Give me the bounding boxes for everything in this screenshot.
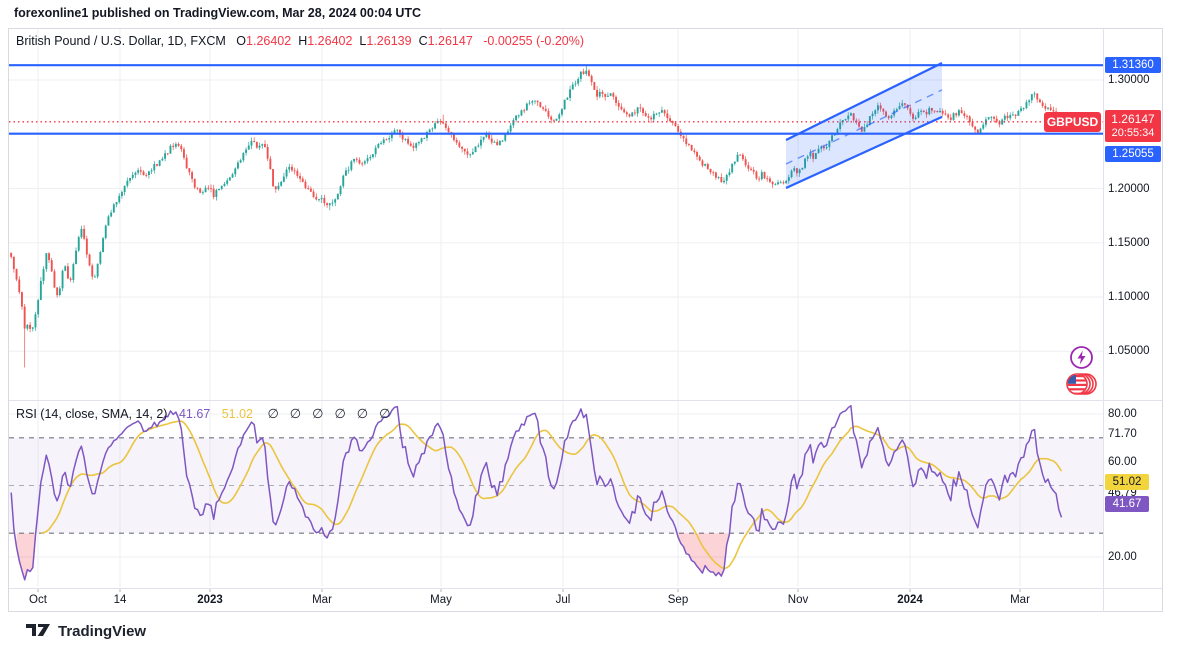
- disabled-plot-icon[interactable]: ∅: [312, 406, 324, 421]
- rsi-ma-value: 51.02: [221, 407, 253, 421]
- bar-countdown: 20:55:34: [1111, 127, 1155, 139]
- ohlc-letter: C: [418, 34, 428, 48]
- disabled-plot-icon[interactable]: ∅: [334, 406, 346, 421]
- rsi-value-badge: 41.67: [1105, 496, 1149, 513]
- time-axis-separator: [9, 588, 1162, 589]
- attribution-text: forexonline1 published on TradingView.co…: [14, 6, 422, 20]
- rsi-tick-label: 20.00: [1108, 551, 1137, 563]
- time-tick-label: 2023: [197, 594, 223, 606]
- symbol-title: British Pound / U.S. Dollar, 1D, FXCM: [16, 34, 226, 48]
- disabled-plot-icon[interactable]: ∅: [379, 406, 391, 421]
- rsi-tick-label: 80.00: [1108, 408, 1137, 420]
- ohlc-value: 1.26402: [307, 34, 353, 48]
- disabled-plot-icon[interactable]: ∅: [356, 406, 369, 421]
- price-tick-label: 1.05000: [1108, 345, 1150, 358]
- ohlc-letter: H: [298, 34, 308, 48]
- rsi-plots[interactable]: [10, 404, 1063, 581]
- time-tick-label: Nov: [787, 594, 809, 606]
- time-tick-label: Oct: [29, 594, 47, 606]
- time-tick-label: 2024: [897, 594, 923, 606]
- level-badge-125055: 1.25055: [1105, 146, 1161, 162]
- price-tick-label: 1.20000: [1108, 182, 1150, 195]
- rsi-value-badge: 51.02: [1105, 474, 1149, 491]
- chart-frame: [8, 28, 1163, 612]
- parallel-channel[interactable]: [785, 61, 943, 189]
- disabled-plot-icons: ∅ ∅ ∅ ∅ ∅ ∅: [256, 406, 391, 421]
- tradingview-logo-icon: [26, 624, 50, 636]
- ohlc-value: 1.26139: [366, 34, 412, 48]
- pane-separator[interactable]: [9, 400, 1162, 401]
- last-price-value: 1.26147: [1111, 112, 1155, 126]
- ohlc-value: 1.26147: [427, 34, 473, 48]
- time-tick-label: Mar: [1010, 594, 1030, 606]
- time-tick-label: 14: [113, 594, 127, 606]
- rsi-title: RSI (14, close, SMA, 14, 2): [16, 407, 168, 421]
- time-tick-label: Jul: [555, 594, 571, 606]
- symbol-price-label: GBPUSD: [1044, 112, 1101, 132]
- price-tick-label: 1.10000: [1108, 291, 1150, 303]
- level-badge-13136: 1.31360: [1105, 57, 1161, 73]
- rsi-tick-label: 46.79: [1108, 487, 1137, 500]
- disabled-plot-icon[interactable]: ∅: [267, 406, 279, 421]
- price-axis-separator: [1103, 29, 1104, 612]
- time-tick-label: Mar: [312, 594, 332, 606]
- price-tick-label: 1.30000: [1108, 74, 1150, 86]
- lightning-event-icon[interactable]: [1069, 345, 1094, 375]
- rsi-pane-legend[interactable]: RSI (14, close, SMA, 14, 2) 41.67 51.02 …: [16, 406, 390, 422]
- ohlc-value: 1.26402: [246, 34, 292, 48]
- ohlc-letter: L: [359, 34, 367, 48]
- ohlc-values: O1.26402 H1.26402 L1.26139 C1.26147: [229, 34, 473, 48]
- last-price-badge: 1.26147 20:55:34: [1105, 110, 1161, 142]
- rsi-tick-label: 71.70: [1108, 427, 1137, 440]
- time-tick-label: Sep: [667, 594, 689, 606]
- price-pane-legend[interactable]: British Pound / U.S. Dollar, 1D, FXCM O1…: [16, 34, 584, 48]
- rsi-tick-label: 60.00: [1108, 455, 1137, 468]
- ohlc-letter: O: [236, 34, 247, 48]
- disabled-plot-icon[interactable]: ∅: [289, 406, 302, 421]
- time-tick-label: May: [430, 594, 452, 606]
- rsi-current-value: 41.67: [178, 407, 211, 421]
- us-flag-event-icon[interactable]: [1064, 371, 1098, 402]
- change-value: -0.00255 (-0.20%): [483, 34, 585, 48]
- tradingview-logo-text: TradingView: [58, 622, 147, 640]
- price-tick-label: 1.15000: [1108, 236, 1150, 249]
- tradingview-logo[interactable]: TradingView: [25, 622, 146, 640]
- candlestick-series[interactable]: [10, 65, 1063, 368]
